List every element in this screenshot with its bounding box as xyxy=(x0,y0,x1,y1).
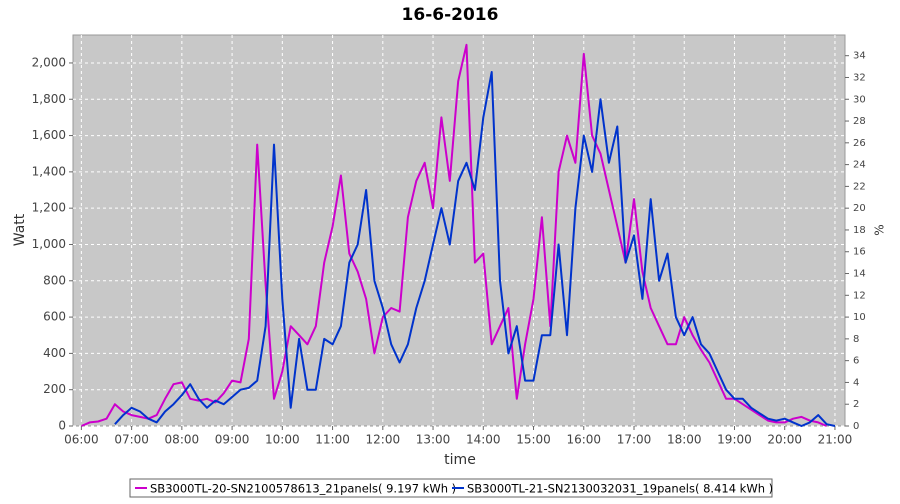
legend-label: SB3000TL-21-SN2130032031_19panels( 8.414… xyxy=(467,482,773,496)
x-tick-label: 20:00 xyxy=(767,433,802,447)
x-tick-label: 16:00 xyxy=(566,433,601,447)
y2-tick-label: 28 xyxy=(853,116,866,127)
y-tick-label: 600 xyxy=(43,310,66,324)
legend-label: SB3000TL-20-SN2100578613_21panels( 9.197… xyxy=(150,482,456,496)
y2-axis-label: % xyxy=(873,224,887,235)
y2-tick-label: 0 xyxy=(853,421,859,432)
y-tick-label: 400 xyxy=(43,346,66,360)
legend xyxy=(129,478,773,498)
series-line xyxy=(81,43,827,427)
y-tick-label: 1,200 xyxy=(32,201,66,215)
y2-tick-label: 14 xyxy=(853,269,866,280)
y2-tick-label: 24 xyxy=(853,160,866,171)
y2-tick-label: 30 xyxy=(853,94,866,105)
y2-tick-label: 20 xyxy=(853,203,866,214)
y-axis-label: Watt xyxy=(12,213,28,246)
y2-tick-label: 34 xyxy=(853,51,866,62)
y2-tick-label: 32 xyxy=(853,72,866,83)
x-tick-label: 06:00 xyxy=(64,433,99,447)
y2-tick-label: 12 xyxy=(853,290,866,301)
y-tick-label: 200 xyxy=(43,382,66,396)
y2-tick-label: 16 xyxy=(853,247,866,258)
x-tick-label: 11:00 xyxy=(315,433,350,447)
y-tick-label: 1,400 xyxy=(32,164,66,178)
y-tick-label: 2,000 xyxy=(32,55,66,69)
y-tick-label: 1,800 xyxy=(32,92,66,106)
x-tick-label: 14:00 xyxy=(466,433,501,447)
x-tick-label: 15:00 xyxy=(516,433,551,447)
y2-tick-label: 6 xyxy=(853,356,859,367)
y2-tick-label: 8 xyxy=(853,334,859,345)
x-tick-label: 21:00 xyxy=(818,433,853,447)
y2-tick-label: 26 xyxy=(853,138,866,149)
y-tick-label: 1,600 xyxy=(32,128,66,142)
plot-area xyxy=(72,34,846,427)
x-tick-label: 13:00 xyxy=(416,433,451,447)
x-tick-label: 17:00 xyxy=(617,433,652,447)
x-tick-label: 19:00 xyxy=(717,433,752,447)
y2-tick-label: 18 xyxy=(853,225,866,236)
chart-title: 16-6-2016 xyxy=(402,5,499,25)
y2-tick-label: 4 xyxy=(853,377,859,388)
x-tick-label: 18:00 xyxy=(667,433,702,447)
x-tick-label: 08:00 xyxy=(165,433,200,447)
y-tick-label: 800 xyxy=(43,273,66,287)
y-tick-label: 1,000 xyxy=(32,237,66,251)
y2-tick-label: 10 xyxy=(853,312,866,323)
x-tick-label: 10:00 xyxy=(265,433,300,447)
x-axis-label: time xyxy=(444,452,476,468)
x-tick-label: 07:00 xyxy=(114,433,149,447)
y-tick-label: 0 xyxy=(58,419,66,433)
y2-tick-label: 2 xyxy=(853,399,859,410)
x-tick-label: 09:00 xyxy=(215,433,250,447)
x-tick-label: 12:00 xyxy=(366,433,401,447)
y2-tick-label: 22 xyxy=(853,181,866,192)
series-line xyxy=(114,71,836,427)
